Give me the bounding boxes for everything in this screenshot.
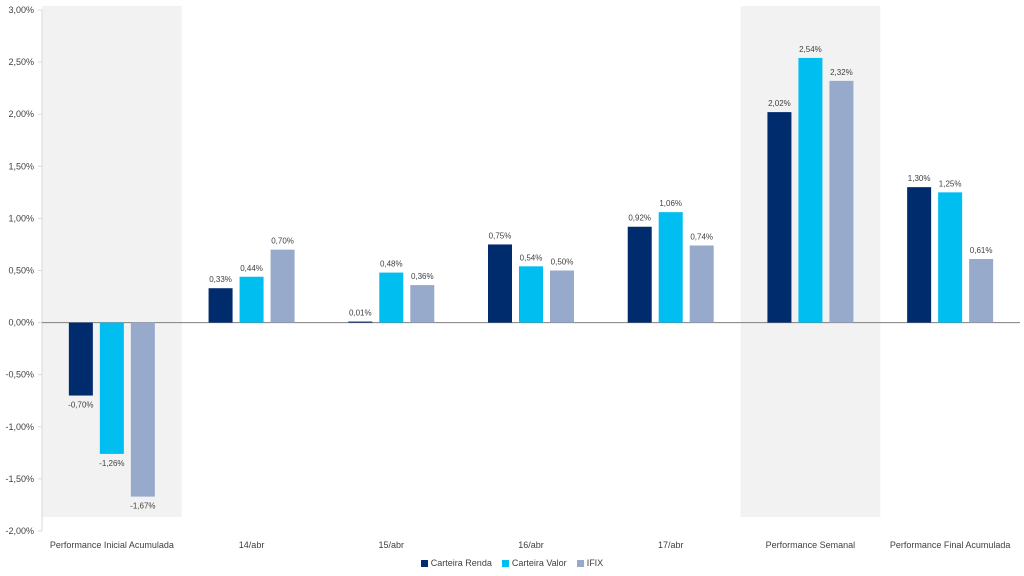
legend-item-ifix: IFIX	[576, 558, 604, 568]
legend-item-carteira-valor: Carteira Valor	[501, 558, 567, 568]
y-tick-label: 0,50%	[8, 266, 34, 276]
y-tick-label: -0,50%	[5, 370, 34, 380]
bar-carteira-renda-14-abr	[208, 288, 233, 323]
y-tick-label: -1,00%	[5, 422, 34, 432]
y-tick-label: 1,50%	[8, 161, 34, 171]
data-label-carteira-renda-14-abr: 0,33%	[209, 275, 232, 284]
data-label-ifix-15-abr: 0,36%	[411, 272, 434, 281]
data-label-carteira-renda-15-abr: 0,01%	[349, 309, 372, 318]
data-label-carteira-renda-17-abr: 0,92%	[628, 214, 651, 223]
x-category-label: Performance Semanal	[766, 540, 856, 550]
y-tick-label: 3,00%	[8, 5, 34, 15]
bar-carteira-valor-15-abr	[379, 272, 404, 323]
x-category-label: 16/abr	[518, 540, 544, 550]
x-category-label: Performance Final Acumulada	[890, 540, 1011, 550]
x-category-label: 15/abr	[379, 540, 405, 550]
bar-carteira-valor-performance-inicial-acumulada	[99, 322, 124, 454]
y-tick-label: 2,50%	[8, 57, 34, 67]
legend-label-ifix: IFIX	[586, 558, 604, 568]
bar-ifix-performance-final-acumulada	[969, 259, 994, 323]
data-label-ifix-17-abr: 0,74%	[690, 232, 713, 241]
bar-ifix-16-abr	[550, 270, 574, 323]
legend-swatch-ifix	[576, 559, 584, 567]
bar-carteira-valor-16-abr	[519, 266, 543, 323]
bar-carteira-renda-performance-final-acumulada	[907, 187, 932, 323]
y-tick-label: -2,00%	[5, 526, 34, 536]
data-label-ifix-14-abr: 0,70%	[271, 237, 294, 246]
legend-item-carteira-renda: Carteira Renda	[420, 558, 492, 568]
x-category-label: 14/abr	[239, 540, 265, 550]
data-label-ifix-performance-inicial-acumulada: -1,67%	[130, 502, 155, 511]
bar-carteira-valor-14-abr	[239, 276, 264, 323]
data-label-ifix-performance-final-acumulada: 0,61%	[970, 246, 993, 255]
data-label-carteira-valor-16-abr: 0,54%	[520, 253, 543, 262]
bar-carteira-renda-performance-semanal	[767, 112, 792, 323]
legend-label-carteira-valor: Carteira Valor	[511, 558, 567, 568]
x-category-label: 17/abr	[658, 540, 684, 550]
bar-carteira-valor-performance-semanal	[798, 57, 823, 323]
data-label-carteira-valor-17-abr: 1,06%	[659, 199, 682, 208]
bar-carteira-renda-16-abr	[488, 244, 512, 323]
data-label-ifix-performance-semanal: 2,32%	[830, 68, 853, 77]
y-tick-label: 1,00%	[8, 213, 34, 223]
bar-carteira-renda-performance-inicial-acumulada	[68, 322, 93, 396]
data-label-carteira-renda-performance-inicial-acumulada: -0,70%	[68, 401, 93, 410]
bar-ifix-17-abr	[689, 245, 714, 323]
data-label-carteira-renda-performance-final-acumulada: 1,30%	[908, 174, 931, 183]
bar-carteira-valor-17-abr	[658, 212, 683, 323]
bar-carteira-valor-performance-final-acumulada	[938, 192, 963, 323]
data-label-ifix-16-abr: 0,50%	[551, 258, 574, 267]
bar-carteira-renda-15-abr	[348, 321, 373, 323]
bar-ifix-performance-semanal	[829, 80, 854, 323]
bar-chart: 3,00% 2,50% 2,00% 1,50% 1,00% 0,50% 0,00% -0,50…	[5, 5, 1020, 550]
bar-ifix-performance-inicial-acumulada	[130, 322, 155, 497]
y-tick-label: 2,00%	[8, 109, 34, 119]
data-label-carteira-valor-14-abr: 0,44%	[240, 264, 263, 273]
y-tick-label: -1,50%	[5, 474, 34, 484]
data-label-carteira-renda-16-abr: 0,75%	[489, 231, 512, 240]
y-tick-label: 0,00%	[8, 318, 34, 328]
legend: Carteira Renda Carteira Valor IFIX	[0, 558, 1024, 568]
data-label-carteira-valor-15-abr: 0,48%	[380, 260, 403, 269]
data-label-carteira-valor-performance-final-acumulada: 1,25%	[939, 179, 962, 188]
data-label-carteira-valor-performance-semanal: 2,54%	[799, 45, 822, 54]
data-label-carteira-valor-performance-inicial-acumulada: -1,26%	[99, 459, 124, 468]
bar-ifix-15-abr	[410, 285, 435, 323]
data-label-carteira-renda-performance-semanal: 2,02%	[768, 99, 791, 108]
bar-ifix-14-abr	[270, 249, 295, 323]
bar-carteira-renda-17-abr	[627, 226, 652, 323]
legend-swatch-carteira-renda	[420, 559, 428, 567]
legend-label-carteira-renda: Carteira Renda	[430, 558, 492, 568]
legend-swatch-carteira-valor	[501, 559, 509, 567]
x-category-label: Performance Inicial Acumulada	[50, 540, 174, 550]
